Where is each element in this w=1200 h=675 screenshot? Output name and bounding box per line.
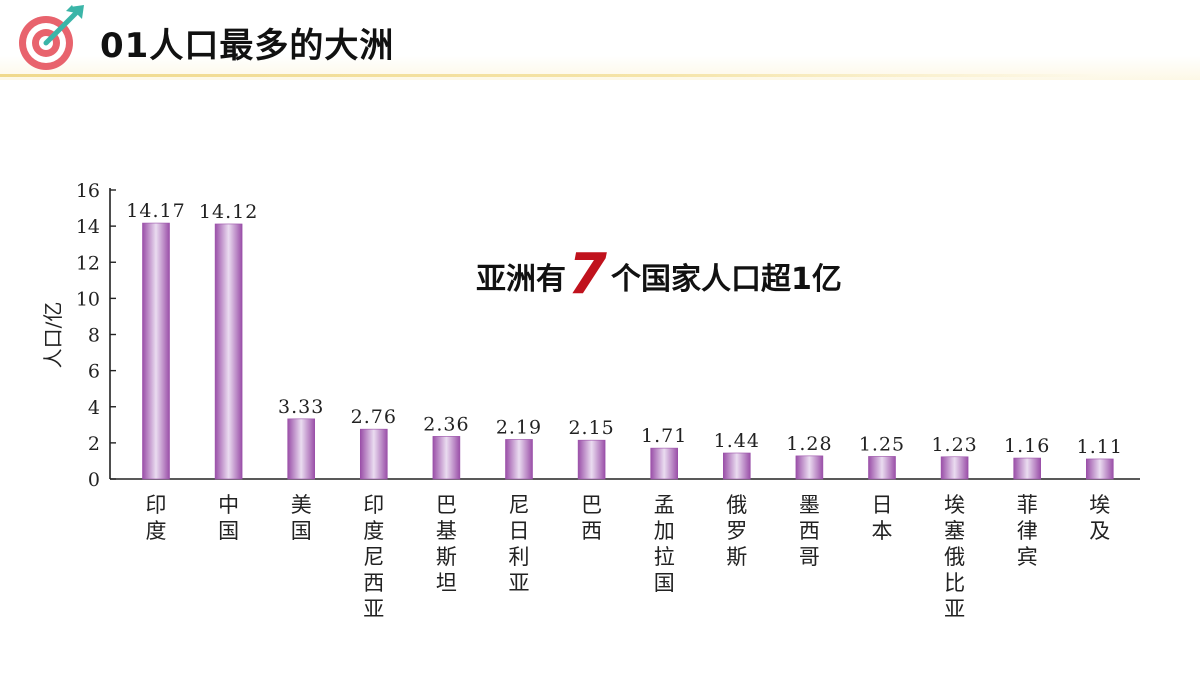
category-label-char: 美	[291, 493, 312, 517]
category-label-char: 巴	[581, 493, 602, 517]
value-label: 3.33	[278, 396, 324, 418]
category-label-char: 坦	[436, 571, 457, 595]
category-label-char: 西	[363, 571, 384, 595]
bar-11	[940, 456, 969, 480]
category-label-char: 国	[291, 519, 312, 543]
value-label: 1.44	[714, 430, 760, 452]
category-label-char: 亚	[363, 597, 384, 621]
category-label-char: 利	[509, 545, 530, 569]
bar-5	[505, 439, 533, 480]
bar-3	[359, 428, 388, 480]
target-arrow-icon	[19, 5, 84, 70]
category-label-char: 埃	[944, 493, 965, 517]
category-label-char: 孟	[654, 493, 675, 517]
header-divider	[0, 74, 1100, 77]
callout-number: 7	[568, 242, 607, 307]
bar-0	[142, 222, 170, 480]
y-tick-label: 4	[88, 397, 100, 419]
category-label-char: 哥	[799, 545, 820, 569]
y-tick-label: 6	[88, 361, 100, 383]
category-label-char: 尼	[363, 545, 384, 569]
value-label: 1.11	[1077, 436, 1123, 458]
y-tick-label: 14	[76, 216, 100, 238]
bar-2	[287, 418, 316, 480]
category-label-char: 国	[654, 571, 675, 595]
y-tick-label: 16	[76, 180, 100, 202]
value-label: 2.36	[423, 413, 469, 435]
category-label-char: 度	[363, 519, 384, 543]
value-label: 14.17	[126, 200, 185, 222]
category-label-char: 国	[218, 519, 239, 543]
category-label-char: 印	[146, 493, 167, 517]
page-title: 01人口最多的大洲	[100, 26, 395, 66]
category-label-char: 亚	[509, 571, 530, 595]
category-label-char: 印	[363, 493, 384, 517]
value-label: 1.28	[786, 433, 832, 455]
callout-text: 亚洲有7 个国家人口超1亿	[476, 242, 842, 307]
bar-13	[1086, 458, 1114, 480]
bar-9	[795, 455, 824, 480]
category-label-char: 俄	[944, 545, 965, 569]
bar-1	[214, 223, 243, 480]
bar-7	[650, 447, 679, 480]
category-label-char: 中	[218, 493, 239, 517]
category-label-char: 加	[654, 519, 675, 543]
category-label-char: 比	[944, 571, 965, 595]
value-label: 2.15	[568, 417, 614, 439]
category-label-char: 墨	[799, 493, 820, 517]
bar-8	[722, 452, 751, 480]
y-tick-label: 2	[88, 433, 100, 455]
category-label-char: 西	[581, 519, 602, 543]
category-label-char: 亚	[944, 597, 965, 621]
category-label-char: 斯	[726, 545, 747, 569]
bar-10	[868, 456, 896, 480]
category-label-char: 巴	[436, 493, 457, 517]
y-tick-label: 12	[76, 252, 100, 274]
header-bar: 01人口最多的大洲	[0, 0, 1200, 80]
value-label: 1.71	[641, 425, 687, 447]
category-label-char: 斯	[436, 545, 457, 569]
value-label: 1.16	[1004, 435, 1050, 457]
category-label-char: 埃	[1089, 493, 1110, 517]
category-label-char: 本	[872, 519, 893, 543]
y-tick-label: 0	[88, 469, 100, 491]
category-label-char: 日	[872, 493, 893, 517]
category-label-char: 俄	[726, 493, 747, 517]
category-label-char: 罗	[726, 519, 747, 543]
category-label-char: 宾	[1017, 545, 1038, 569]
category-label-char: 西	[799, 519, 820, 543]
category-label-char: 塞	[944, 519, 965, 543]
bar-12	[1013, 457, 1042, 480]
y-axis-label: 人口/亿	[41, 302, 65, 369]
value-label: 2.19	[496, 416, 542, 438]
category-label-char: 度	[146, 519, 167, 543]
value-label: 14.12	[199, 201, 258, 223]
bar-6	[577, 439, 606, 480]
bar-4	[432, 436, 461, 480]
category-label-char: 尼	[509, 493, 530, 517]
callout-suffix: 个国家人口超1亿	[610, 262, 842, 297]
category-label-char: 基	[436, 519, 457, 543]
category-label-char: 拉	[654, 545, 675, 569]
category-label-char: 律	[1017, 519, 1038, 543]
category-label-char: 及	[1089, 519, 1110, 543]
value-label: 1.25	[859, 433, 905, 455]
value-label: 1.23	[931, 434, 977, 456]
category-label-char: 菲	[1017, 493, 1038, 517]
y-tick-label: 10	[76, 288, 100, 310]
callout-prefix: 亚洲有	[476, 262, 566, 297]
category-label-char: 日	[509, 519, 530, 543]
y-tick-label: 8	[88, 325, 100, 347]
value-label: 2.76	[351, 406, 397, 428]
